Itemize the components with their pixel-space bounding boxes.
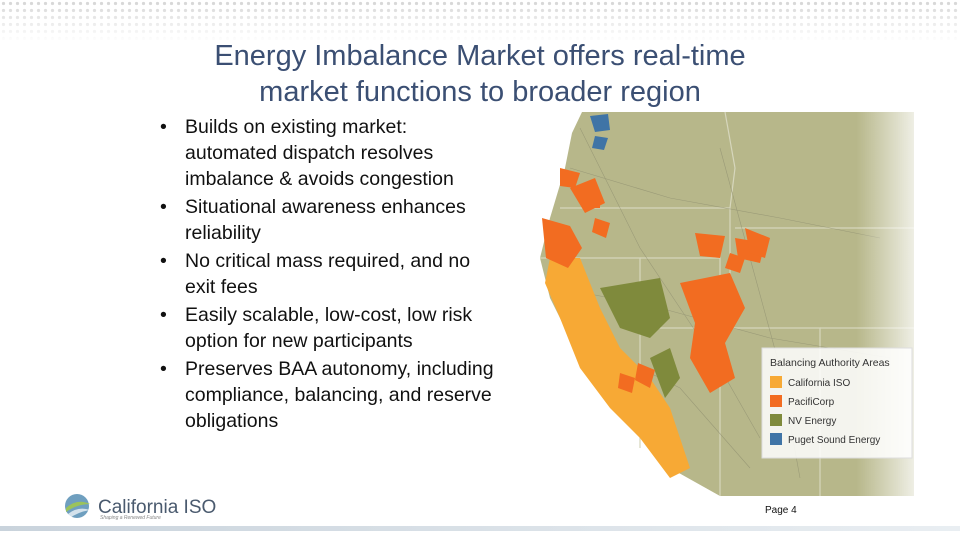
legend-label: NV Energy: [788, 416, 836, 427]
legend-swatch: [770, 414, 782, 426]
bullet: Situational awareness enhances reliabili…: [160, 194, 495, 246]
footer-line: [0, 526, 960, 531]
logo-text: California ISO: [98, 497, 217, 518]
slide-title: Energy Imbalance Market offers real-time…: [120, 38, 840, 110]
legend-box: [761, 347, 913, 459]
title-line: Energy Imbalance Market offers real-time: [214, 40, 746, 72]
legend-label: California ISO: [788, 378, 850, 389]
bullet: No critical mass required, and no exit f…: [160, 248, 495, 300]
title-line: market functions to broader region: [259, 76, 701, 108]
bullet-list: Builds on existing market: automated dis…: [160, 114, 495, 436]
logo-tagline: Shaping a Renewed Future: [100, 515, 161, 521]
legend-items: California ISO PacifiCorp NV Energy Puget S…: [770, 376, 880, 446]
map: Balancing Authority Areas California ISO…: [520, 108, 916, 498]
bullet: Easily scalable, low-cost, low risk opti…: [160, 302, 495, 354]
legend-swatch: [770, 433, 782, 445]
legend-label: PacifiCorp: [788, 397, 835, 408]
legend-label: Puget Sound Energy: [788, 435, 880, 446]
bullet: Preserves BAA autonomy, including compli…: [160, 356, 495, 434]
logo-icon: [65, 494, 90, 518]
legend-title: Balancing Authority Areas: [770, 357, 890, 369]
legend-swatch: [770, 395, 782, 407]
legend-swatch: [770, 376, 782, 388]
bullet: Builds on existing market: automated dis…: [160, 114, 495, 192]
page-number: Page 4: [765, 505, 797, 516]
header-pattern: [0, 0, 960, 42]
